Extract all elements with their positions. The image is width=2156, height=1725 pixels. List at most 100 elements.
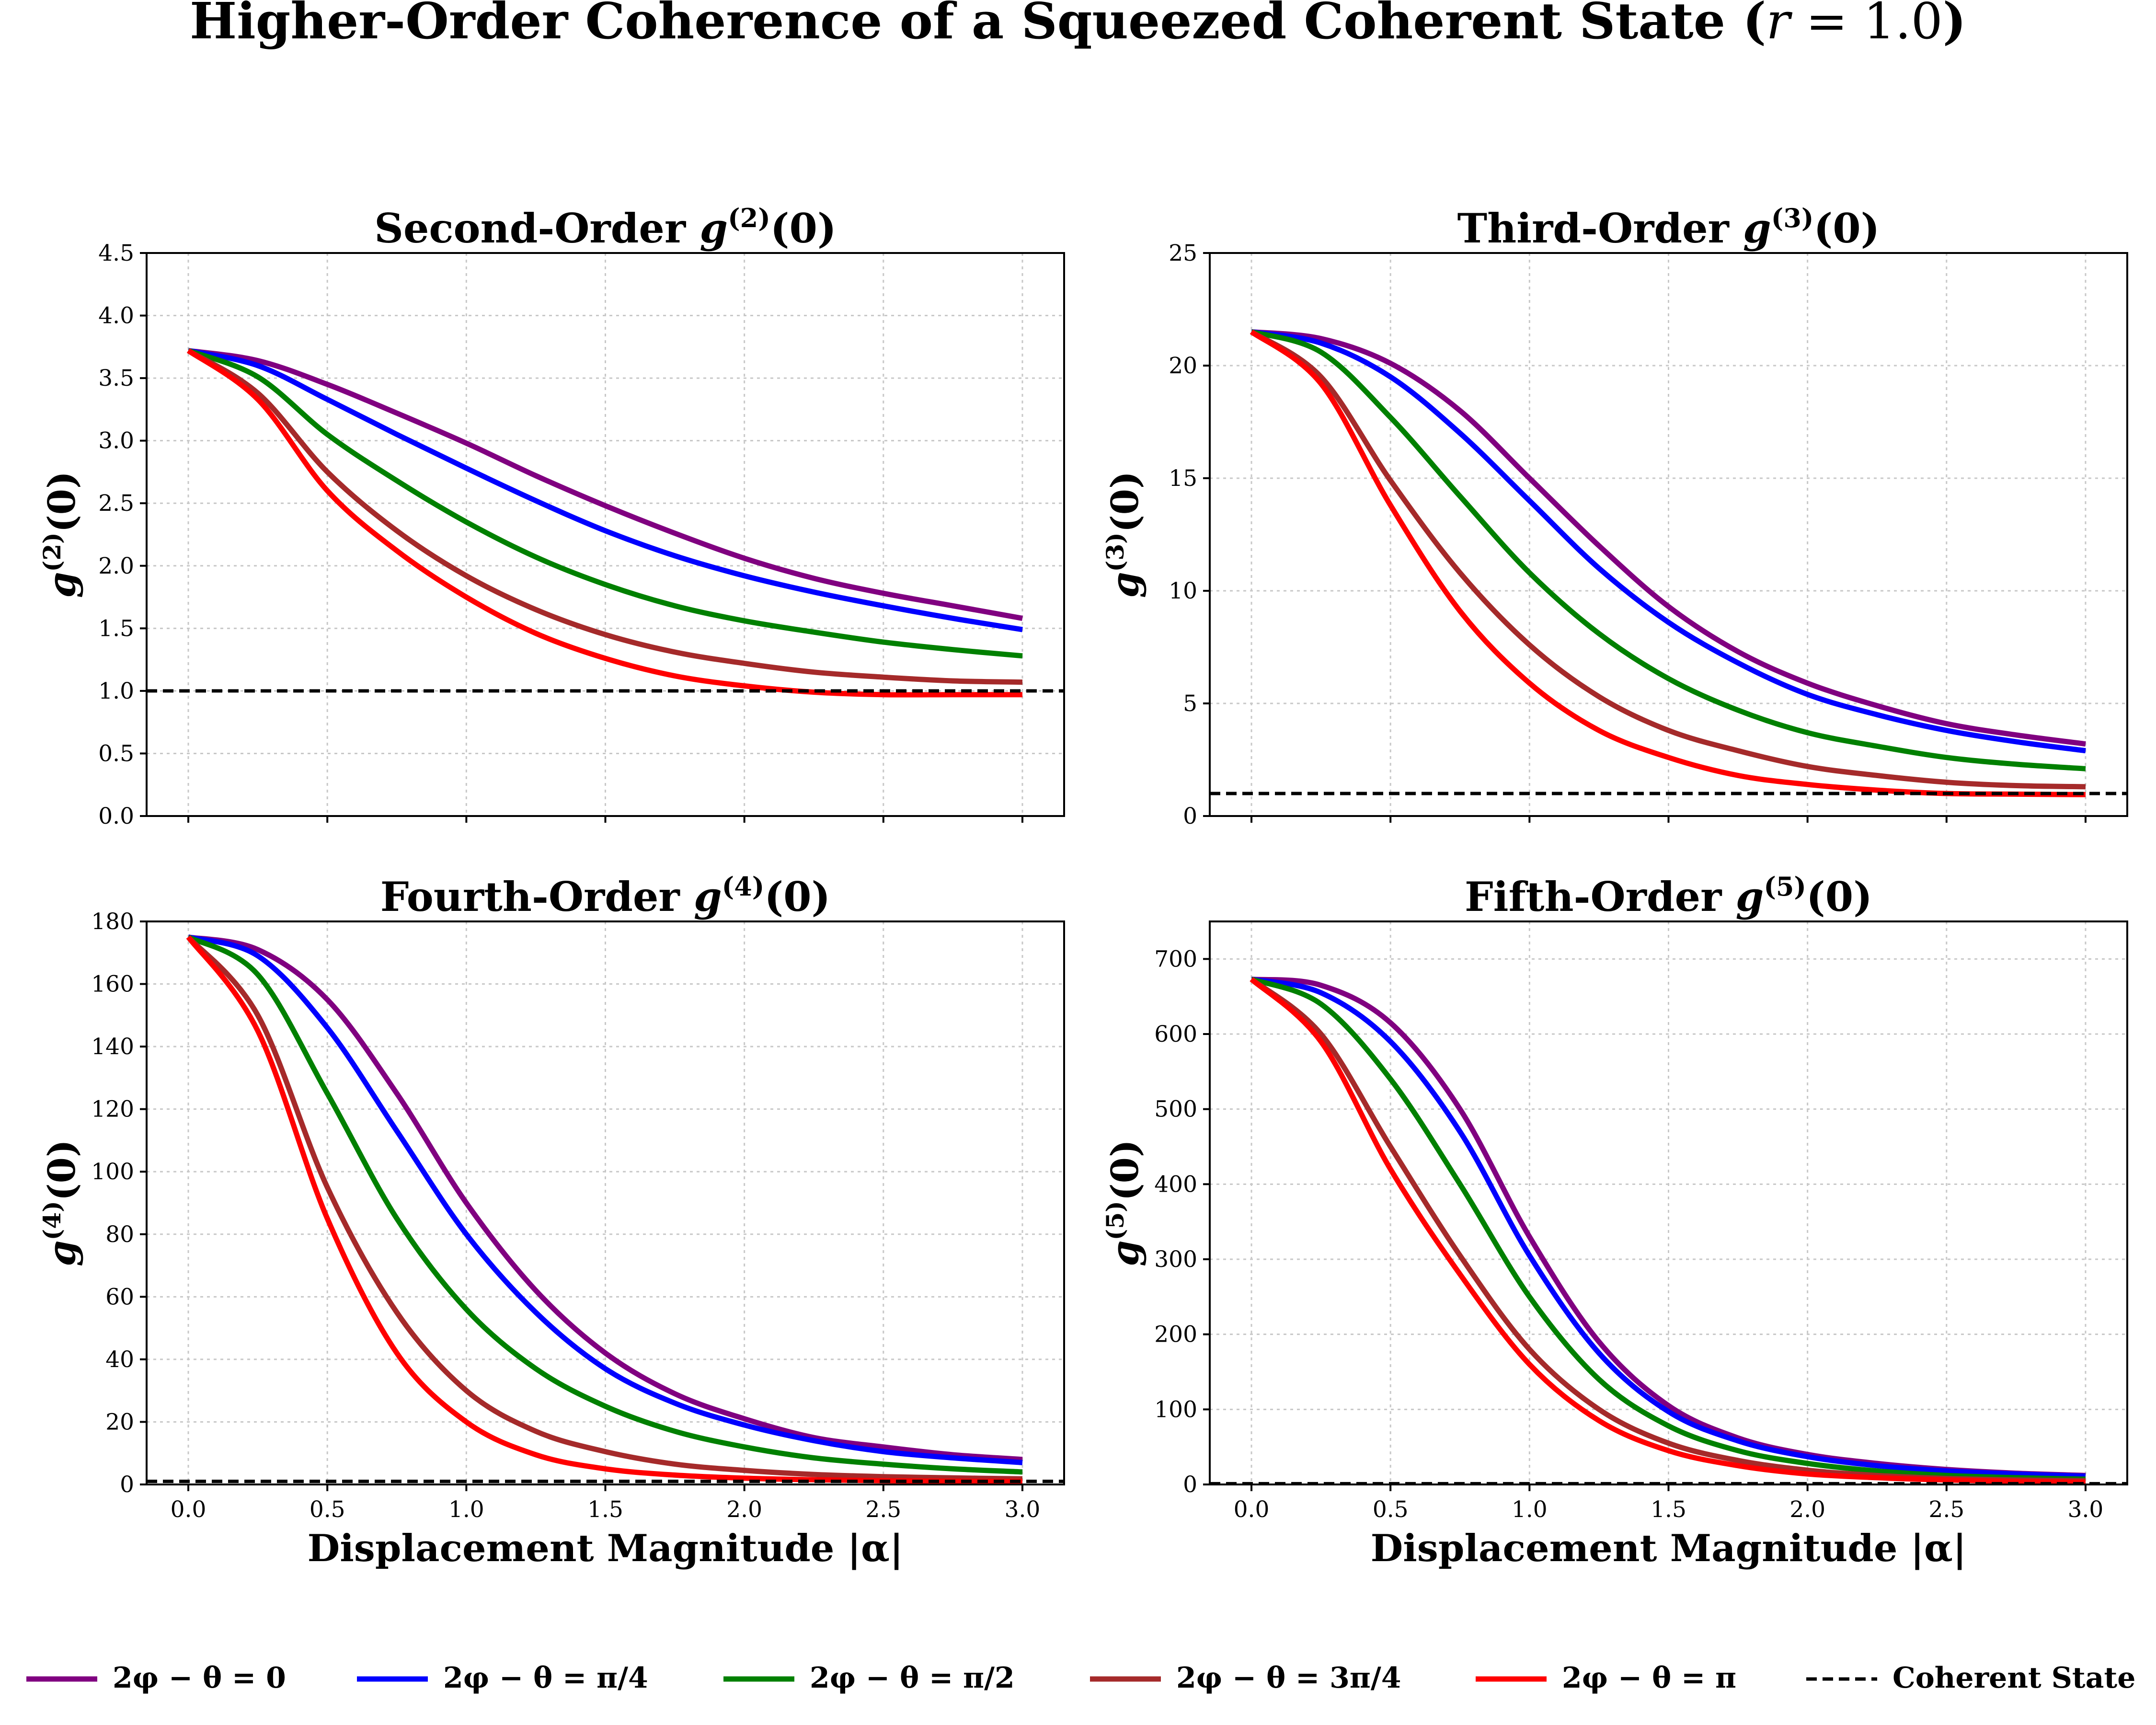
y-tick-label: 100 <box>1154 1396 1197 1423</box>
series-line-2 <box>187 934 1023 1465</box>
y-tick-label: 4.5 <box>98 240 134 266</box>
series-line-4 <box>186 935 1023 1482</box>
panel-title: Third-Order g(3)(0) <box>1457 203 1880 252</box>
y-tick-label: 3.5 <box>98 365 134 391</box>
y-tick-label: 600 <box>1154 1021 1197 1047</box>
series-line-2 <box>1250 977 2086 1479</box>
x-tick-label: 0.5 <box>310 1496 345 1523</box>
y-tick-label: 60 <box>105 1284 134 1310</box>
y-tick-label: 200 <box>1154 1322 1197 1348</box>
series-line-2 <box>187 348 1023 632</box>
y-label-order: (2) <box>38 532 66 572</box>
panel-title-arg: (0) <box>1806 873 1872 920</box>
y-label-arg: (0) <box>1103 471 1147 532</box>
series-line-2 <box>1251 329 2086 754</box>
x-tick-label: 1.5 <box>1651 1496 1686 1523</box>
y-label-order: (4) <box>38 1201 66 1240</box>
legend: 2φ − θ = 0 2φ − θ = π/4 2φ − θ = π/2 2φ − θ… <box>26 1661 2135 1695</box>
y-tick-label: 2.0 <box>98 553 134 579</box>
y-tick-label: 500 <box>1154 1096 1197 1123</box>
y-tick-label: 100 <box>91 1159 134 1185</box>
x-tick-label: 0.5 <box>1373 1496 1409 1523</box>
y-label-func: g <box>1103 572 1147 598</box>
panel-title-func: g <box>1736 873 1764 920</box>
ticks: 0.0 0.5 1.0 1.5 2.0 2.5 3.0 3.5 4.0 4.5 <box>98 240 1023 829</box>
y-tick-label: 15 <box>1169 465 1197 492</box>
x-tick-label: 1.0 <box>1512 1496 1548 1523</box>
panel-title-func: g <box>694 873 722 920</box>
y-label-func: g <box>1103 1240 1147 1266</box>
y-label-func: g <box>40 572 84 598</box>
panel-title: Fourth-Order g(4)(0) <box>380 871 831 920</box>
y-label-func: g <box>40 1240 84 1266</box>
panel-3: 0.0 0.5 1.0 1.5 2.0 2.5 3.0 0 20 40 60 80 100 120 140 1… <box>38 871 1065 1570</box>
panel-title-prefix: Second-Order <box>374 205 700 252</box>
x-axis-label: Displacement Magnitude |α| <box>308 1527 904 1570</box>
y-tick-label: 2.5 <box>98 490 134 517</box>
panel-title-func: g <box>700 205 728 252</box>
y-tick-label: 1.0 <box>98 678 134 704</box>
y-label-order: (5) <box>1101 1201 1129 1240</box>
x-tick-label: 2.0 <box>1789 1496 1825 1523</box>
x-tick-label: 2.0 <box>726 1496 762 1523</box>
series-group <box>147 934 1064 1484</box>
y-tick-label: 180 <box>91 908 134 935</box>
series-group <box>1210 977 2127 1484</box>
y-tick-label: 1.5 <box>98 615 134 642</box>
x-tick-label: 0.0 <box>1234 1496 1270 1523</box>
y-tick-label: 400 <box>1154 1171 1197 1197</box>
x-tick-label: 1.0 <box>448 1496 484 1523</box>
legend-label: 2φ − θ = π/2 <box>810 1661 1015 1695</box>
panel-title-order: (3) <box>1771 203 1814 233</box>
series-line-5 <box>186 348 1022 698</box>
legend-entry-4: 2φ − θ = 3π/4 <box>1090 1661 1401 1695</box>
y-tick-label: 4.0 <box>98 303 134 329</box>
series-line-5 <box>1250 977 2086 1484</box>
y-tick-label: 160 <box>91 971 134 998</box>
y-tick-label: 0.0 <box>98 803 134 829</box>
series-line-3 <box>1250 977 2086 1482</box>
panel-1: 0.0 0.5 1.0 1.5 2.0 2.5 3.0 3.5 4.0 4.5 Second-Ord… <box>38 203 1065 829</box>
legend-entry-1: 2φ − θ = 0 <box>26 1661 286 1695</box>
legend-label: 2φ − θ = π <box>1562 1661 1736 1695</box>
y-tick-label: 25 <box>1169 240 1197 266</box>
ticks: 0.0 0.5 1.0 1.5 2.0 2.5 3.0 0 20 40 60 80 100 120 140 1… <box>91 908 1040 1523</box>
y-axis-label: g(3)(0) <box>1101 471 1147 598</box>
series-line-1 <box>188 934 1023 1462</box>
y-label-arg: (0) <box>40 1139 84 1201</box>
y-axis-label: g(2)(0) <box>38 471 84 598</box>
y-label-order: (3) <box>1101 532 1129 572</box>
panel-title-prefix: Fourth-Order <box>380 873 694 920</box>
title-text: Higher-Order Coherence of a Squeezed Coh… <box>190 0 1766 50</box>
y-tick-label: 120 <box>91 1096 134 1123</box>
series-group <box>147 348 1064 698</box>
panel-title-order: (2) <box>728 203 770 233</box>
panel-title: Fifth-Order g(5)(0) <box>1465 871 1872 920</box>
panel-title-func: g <box>1743 205 1771 252</box>
y-tick-label: 700 <box>1154 946 1197 972</box>
panel-title-prefix: Third-Order <box>1457 205 1743 252</box>
x-tick-label: 2.5 <box>865 1496 901 1523</box>
panel-title-arg: (0) <box>1813 205 1880 252</box>
y-label-arg: (0) <box>40 471 84 532</box>
y-tick-label: 40 <box>105 1346 134 1373</box>
panel-title-prefix: Fifth-Order <box>1465 873 1736 920</box>
legend-label: Coherent State <box>1892 1661 2135 1695</box>
y-axis-label: g(4)(0) <box>38 1139 84 1266</box>
series-line-1 <box>1251 329 2086 747</box>
series-line-3 <box>1250 329 2086 771</box>
y-tick-label: 10 <box>1169 578 1197 604</box>
y-tick-label: 5 <box>1183 690 1197 717</box>
ticks: 0.0 0.5 1.0 1.5 2.0 2.5 3.0 0 100 200 300 400 500 600… <box>1154 946 2103 1523</box>
y-axis-label: g(5)(0) <box>1101 1139 1147 1266</box>
ticks: 0 5 10 15 20 25 <box>1169 240 2087 829</box>
y-tick-label: 0 <box>1183 803 1197 829</box>
title-symbol: r <box>1766 0 1792 50</box>
series-line-5 <box>1250 330 2086 797</box>
x-tick-label: 2.5 <box>1928 1496 1964 1523</box>
title-close: ) <box>1943 0 1966 50</box>
y-tick-label: 140 <box>91 1034 134 1060</box>
